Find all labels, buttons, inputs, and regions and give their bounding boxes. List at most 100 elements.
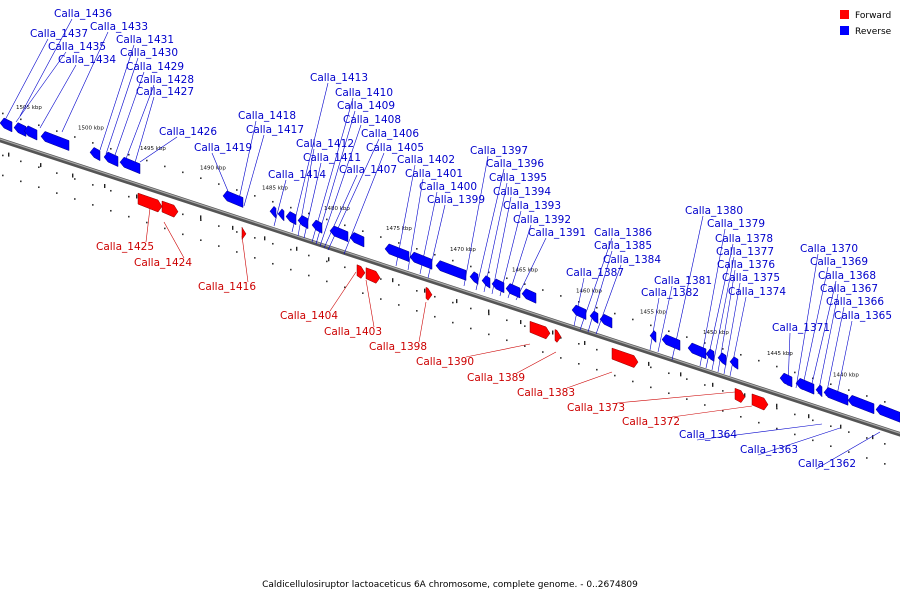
reverse-leader-line [237, 120, 257, 205]
reverse-gene-arrow [384, 243, 410, 263]
guide-dot [272, 242, 274, 245]
guide-dot [272, 262, 274, 265]
guide-dot [308, 254, 310, 257]
guide-dot [488, 333, 490, 336]
guide-dot [200, 177, 202, 179]
reverse-gene-label: Calla_1413 [310, 72, 368, 84]
guide-dot [848, 431, 850, 433]
reverse-gene-arrow [875, 404, 900, 423]
axis-tick-mark [200, 215, 202, 220]
axis-tick-mark [552, 330, 554, 335]
axis-tick-mark [104, 184, 106, 189]
axis-tick-mark [392, 278, 394, 283]
guide-dot [722, 410, 724, 412]
guide-dot [290, 268, 292, 271]
reverse-gene-label: Calla_1402 [397, 154, 455, 166]
guide-dot [560, 337, 562, 339]
reverse-gene-label: Calla_1419 [194, 142, 252, 154]
guide-dot [686, 378, 688, 380]
guide-dot [776, 365, 778, 368]
guide-dot [488, 271, 490, 274]
guide-dot [326, 218, 328, 221]
guide-dot [776, 407, 778, 410]
reverse-gene-arrow [687, 342, 707, 360]
reverse-gene-label: Calla_1394 [493, 186, 551, 198]
reverse-gene-label: Calla_1437 [30, 28, 88, 40]
reverse-leader-line [19, 18, 73, 117]
kbp-tick-label: 1495 kbp [140, 146, 166, 152]
axis-tick-mark [872, 435, 874, 440]
guide-dot [866, 437, 868, 439]
guide-dot [380, 236, 382, 238]
label-layer: Calla_1436 Calla_1437Calla_1435Calla_1434… [30, 8, 892, 470]
guide-dot [326, 280, 328, 283]
axis-tick-mark [40, 163, 42, 168]
forward-gene-label: Calla_1416 [198, 281, 256, 293]
guide-dot [200, 219, 202, 221]
guide-dot [704, 384, 706, 386]
reverse-gene-arrow [0, 117, 13, 133]
guide-dot [524, 325, 526, 327]
reverse-leader-line [657, 285, 673, 353]
reverse-gene-arrow [481, 275, 491, 289]
reverse-gene-arrow [40, 131, 70, 151]
forward-gene-label: Calla_1373 [567, 402, 625, 414]
guide-dot [722, 390, 724, 392]
axis-tick-mark [584, 340, 586, 345]
reverse-gene-label: Calla_1397 [470, 145, 528, 157]
guide-dot [812, 377, 814, 380]
guide-dot [794, 413, 796, 416]
reverse-gene-label: Calla_1409 [337, 100, 395, 112]
guide-dot [56, 130, 58, 132]
reverse-leader-line [515, 237, 547, 301]
kbp-tick-label: 1445 kbp [767, 351, 793, 357]
guide-dot [218, 225, 220, 227]
reverse-leader-line [817, 293, 839, 395]
guide-dot [200, 239, 202, 241]
forward-gene-arrow [241, 227, 247, 241]
guide-dot [596, 348, 598, 351]
reverse-leader-line [723, 282, 741, 375]
guide-dot [812, 439, 814, 442]
guide-dot [164, 227, 166, 230]
reverse-gene-arrow [311, 219, 323, 234]
guide-dot [272, 200, 274, 203]
guide-dot [398, 242, 400, 244]
reverse-gene-label: Calla_1382 [641, 287, 699, 299]
reverse-leader-line [815, 431, 881, 470]
guide-dot [236, 189, 238, 191]
reverse-leader-line [835, 320, 853, 401]
reverse-leader-line [705, 243, 734, 369]
reverse-gene-arrow [329, 225, 349, 243]
axis-tick-mark [744, 393, 746, 398]
forward-gene-label: Calla_1425 [96, 241, 154, 253]
axis-tick-mark [456, 299, 458, 304]
reverse-gene-arrow [847, 395, 875, 415]
guide-dot [794, 371, 796, 374]
axis-tick-mark [136, 194, 138, 199]
forward-leader-line [145, 207, 151, 243]
forward-gene-arrow [356, 264, 366, 279]
reverse-gene-label: Calla_1435 [48, 41, 106, 53]
guide-dot [38, 124, 40, 127]
forward-leader-line [163, 221, 185, 259]
reverse-gene-arrow [297, 215, 309, 230]
guide-dot [614, 312, 616, 315]
reverse-leader-line [475, 168, 505, 291]
reverse-leader-line [795, 253, 819, 389]
reverse-leader-line [123, 84, 155, 165]
guide-dot [668, 330, 670, 333]
axis-tick-mark [488, 309, 490, 314]
guide-dot [254, 195, 256, 197]
forward-gene-label: Calla_1383 [517, 387, 575, 399]
guide-dot [560, 295, 562, 297]
reverse-leader-line [757, 427, 841, 456]
reverse-gene-label: Calla_1405 [366, 142, 424, 154]
guide-dot [596, 368, 598, 371]
axis-tick-mark [840, 424, 842, 429]
reverse-leader-line [211, 152, 231, 197]
reverse-gene-label: Calla_1376 [717, 259, 775, 271]
guide-dot [596, 306, 598, 309]
